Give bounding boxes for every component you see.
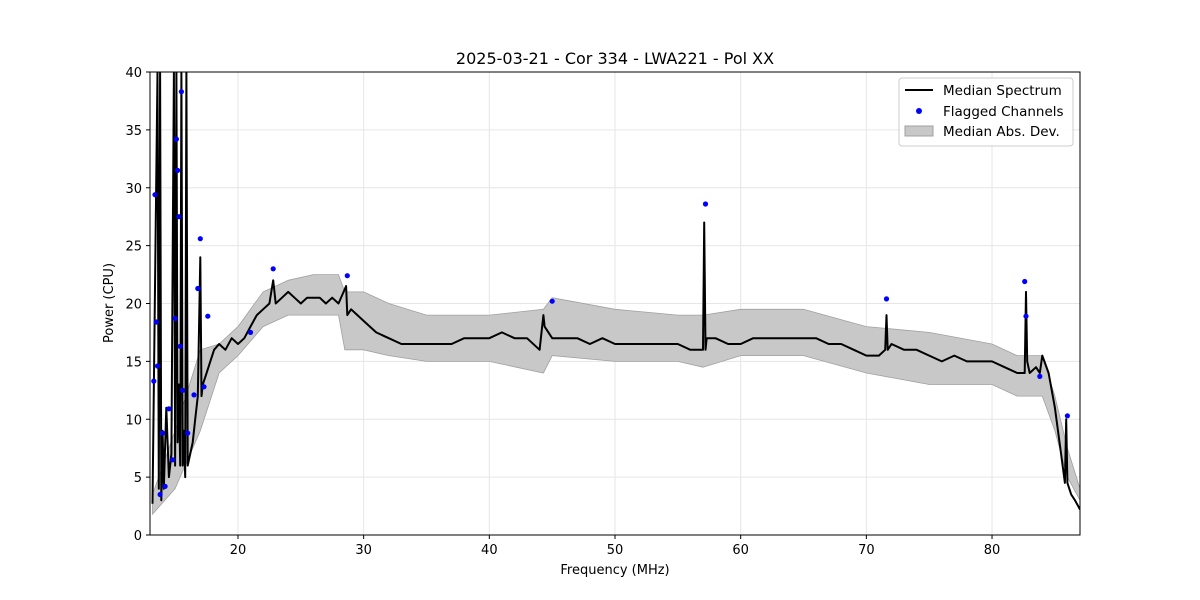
flagged-channel-point bbox=[176, 214, 182, 220]
x-tick-label: 50 bbox=[607, 543, 624, 558]
legend-mad-fill-swatch bbox=[904, 125, 934, 137]
flagged-channel-point bbox=[344, 273, 350, 279]
flagged-channel-point bbox=[177, 343, 183, 349]
flagged-channel-point bbox=[157, 491, 163, 498]
flagged-channel-point bbox=[191, 392, 197, 398]
legend: Median Spectrum Flagged Channels Median … bbox=[898, 77, 1074, 147]
flagged-channel-point bbox=[153, 319, 159, 325]
legend-mad-label: Median Abs. Dev. bbox=[943, 124, 1060, 140]
legend-median-label: Median Spectrum bbox=[943, 83, 1062, 99]
flagged-channel-point bbox=[1023, 313, 1029, 319]
flagged-channel-point bbox=[173, 136, 179, 142]
flagged-channel-point bbox=[152, 192, 158, 198]
legend-box bbox=[898, 77, 1074, 147]
flagged-channel-point bbox=[1064, 413, 1070, 419]
y-tick-label: 30 bbox=[125, 182, 142, 197]
flagged-channel-point bbox=[151, 378, 157, 384]
flagged-channel-point bbox=[201, 384, 207, 390]
flagged-channels-layer bbox=[151, 89, 1070, 498]
flagged-channel-point bbox=[180, 387, 186, 393]
flagged-channel-point bbox=[197, 236, 203, 242]
y-tick-label: 40 bbox=[125, 66, 142, 81]
flagged-channel-point bbox=[883, 296, 890, 302]
x-tick-label: 30 bbox=[355, 543, 372, 558]
flagged-channel-point bbox=[162, 483, 168, 489]
x-tick-label: 80 bbox=[984, 543, 1001, 558]
flagged-channel-point bbox=[270, 266, 276, 272]
flagged-channel-point bbox=[205, 313, 211, 319]
y-tick-label: 0 bbox=[134, 529, 142, 544]
y-axis-ticks: 0 5 10 15 20 25 30 35 40 bbox=[125, 66, 150, 544]
x-tick-label: 60 bbox=[732, 543, 749, 558]
y-tick-label: 20 bbox=[125, 298, 142, 313]
flagged-channel-point bbox=[549, 298, 555, 304]
flagged-channel-point bbox=[195, 285, 201, 292]
flagged-channel-point bbox=[178, 89, 184, 95]
flagged-channel-point bbox=[170, 457, 176, 463]
flagged-channel-point bbox=[1022, 278, 1028, 285]
legend-flagged-marker-swatch bbox=[916, 108, 922, 114]
x-axis-ticks: 20 30 40 50 60 70 80 bbox=[230, 535, 1001, 558]
y-tick-label: 10 bbox=[125, 413, 142, 428]
y-tick-label: 5 bbox=[134, 471, 142, 486]
flagged-channel-point bbox=[702, 201, 709, 207]
y-tick-label: 35 bbox=[125, 124, 142, 139]
y-tick-label: 25 bbox=[125, 240, 142, 255]
flagged-channel-point bbox=[247, 329, 254, 335]
median-spectrum-line bbox=[151, 72, 1080, 510]
flagged-channel-point bbox=[172, 315, 178, 322]
flagged-channel-point bbox=[175, 167, 181, 173]
flagged-channel-point bbox=[166, 406, 172, 412]
y-tick-label: 15 bbox=[125, 355, 142, 370]
flagged-channel-point bbox=[154, 363, 161, 369]
x-tick-label: 40 bbox=[481, 543, 498, 558]
legend-flagged-label: Flagged Channels bbox=[943, 104, 1064, 120]
x-tick-label: 70 bbox=[858, 543, 875, 558]
x-axis-label: Frequency (MHz) bbox=[560, 563, 669, 578]
median-spectrum-layer bbox=[151, 72, 1080, 510]
chart-title: 2025-03-21 - Cor 334 - LWA221 - Pol XX bbox=[456, 49, 774, 68]
flagged-channel-point bbox=[160, 430, 166, 436]
flagged-channel-point bbox=[185, 430, 191, 436]
y-axis-label: Power (CPU) bbox=[102, 263, 117, 343]
x-tick-label: 20 bbox=[230, 543, 247, 558]
flagged-channel-point bbox=[1037, 373, 1043, 379]
